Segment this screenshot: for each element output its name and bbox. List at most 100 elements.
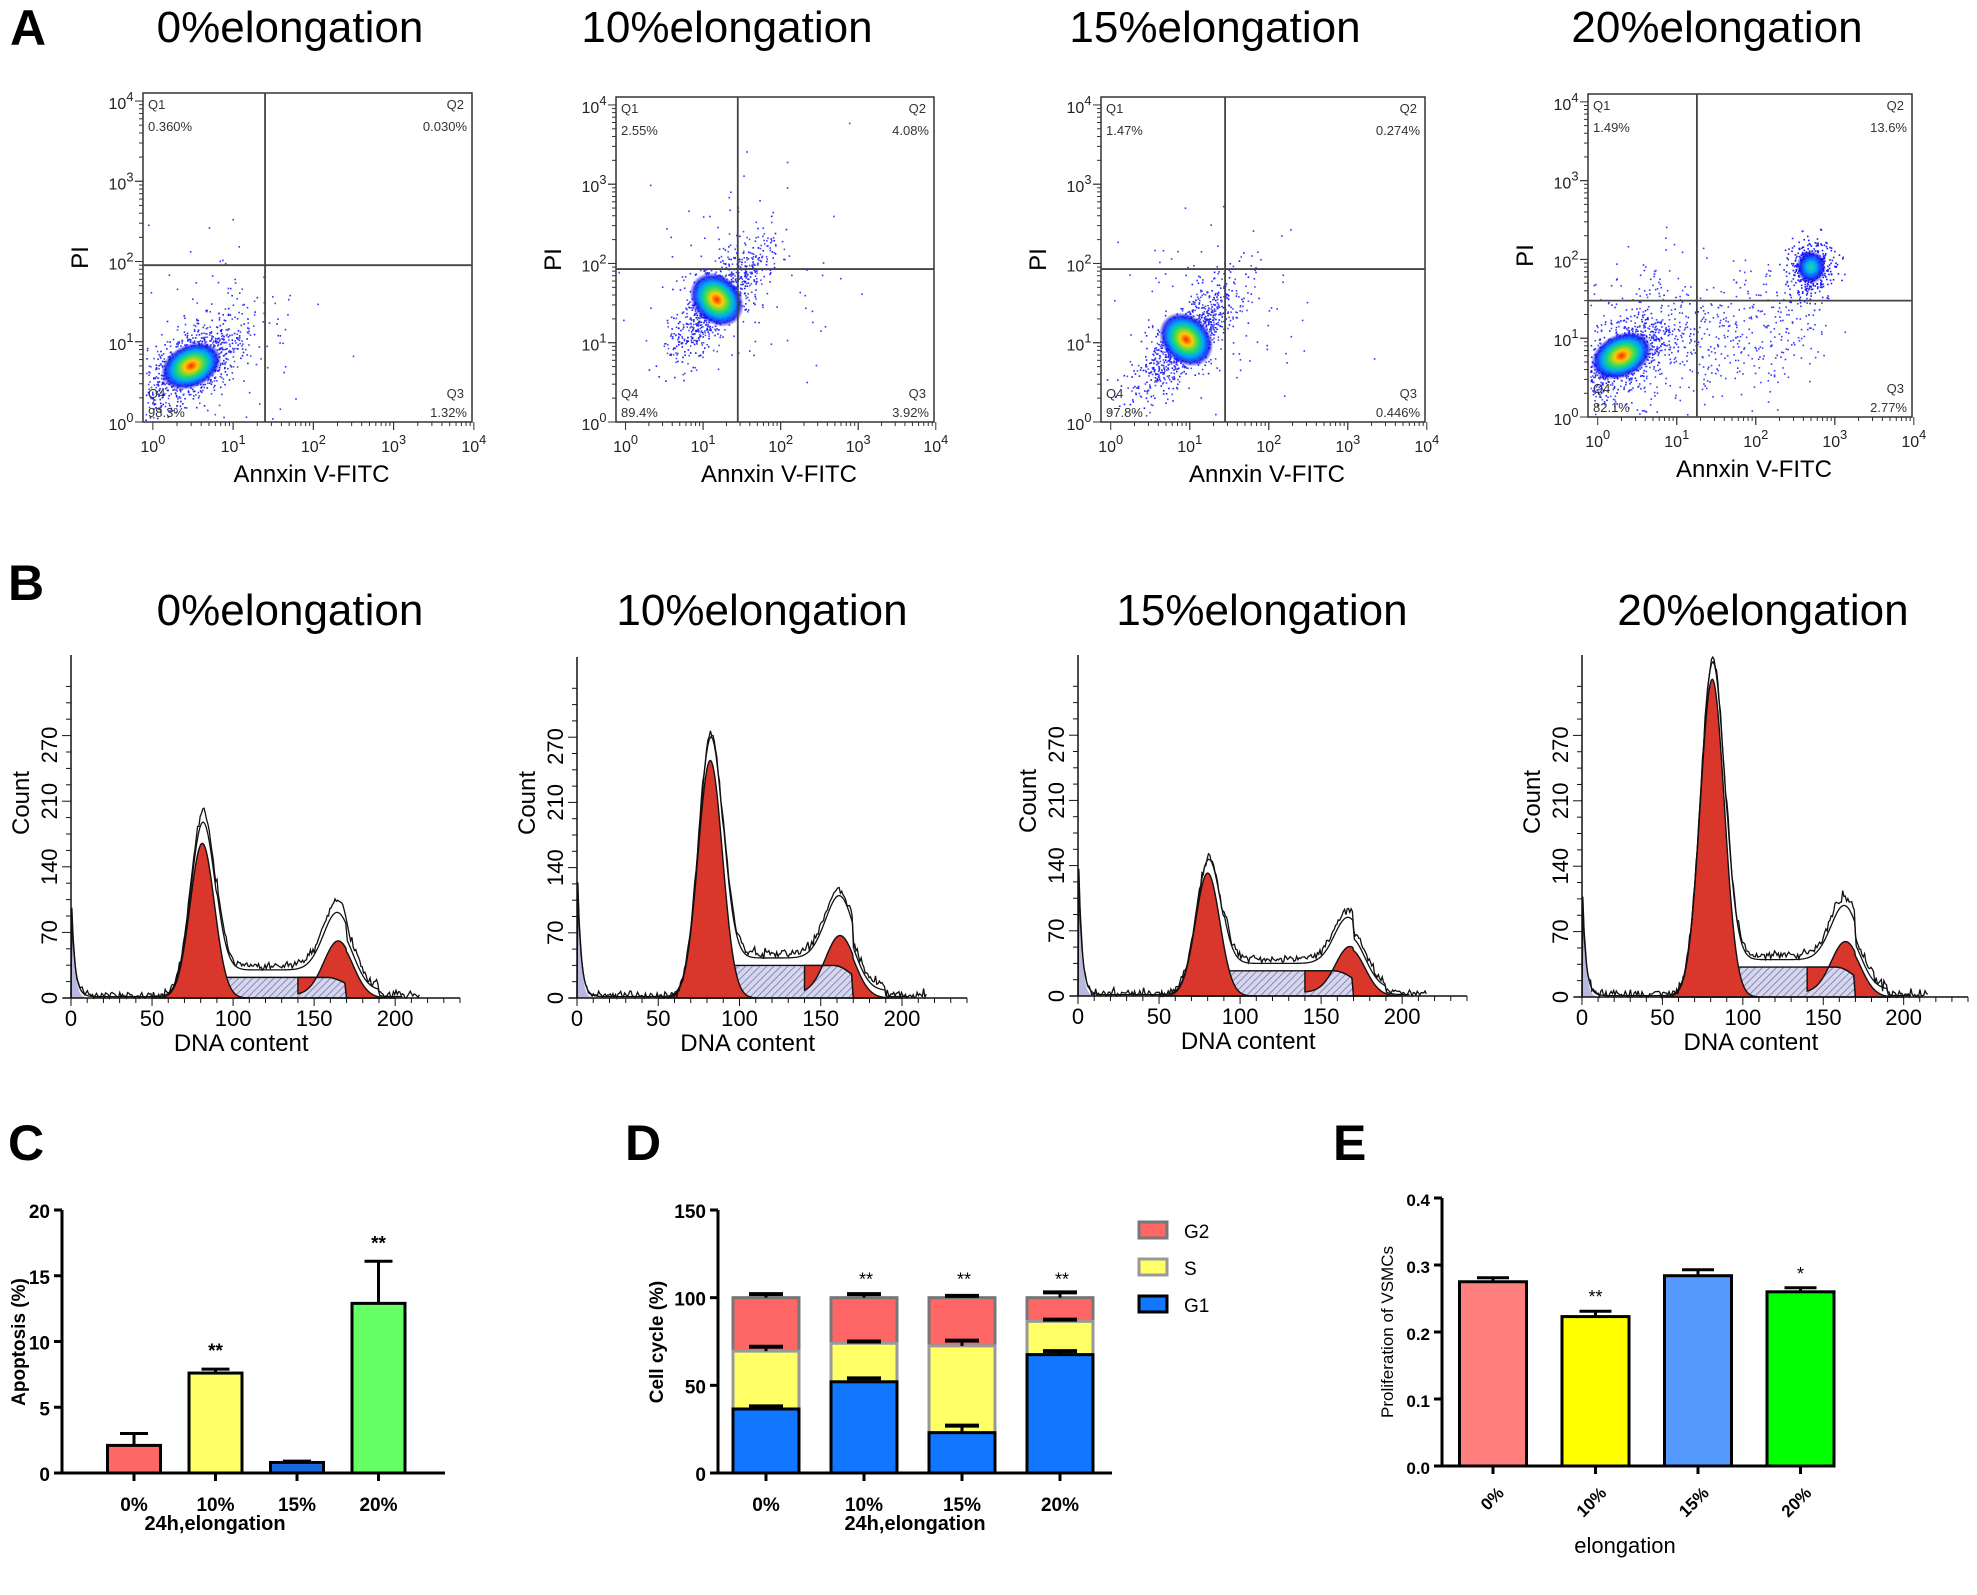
event-dot bbox=[1625, 381, 1627, 384]
event-dot bbox=[203, 338, 206, 340]
event-dot bbox=[1157, 373, 1160, 376]
event-dot bbox=[1204, 307, 1207, 310]
event-dot bbox=[147, 402, 150, 404]
event-dot bbox=[235, 337, 238, 339]
y-tick-label: 104 bbox=[109, 89, 134, 113]
event-dot bbox=[1158, 367, 1161, 369]
event-dot bbox=[1816, 287, 1819, 290]
event-dot bbox=[1647, 317, 1649, 319]
event-dot bbox=[765, 263, 768, 266]
event-dot bbox=[758, 259, 760, 262]
event-dot bbox=[666, 319, 669, 322]
event-dot bbox=[1162, 393, 1165, 395]
event-dot bbox=[1811, 288, 1814, 290]
event-dot bbox=[1759, 346, 1762, 348]
event-dot bbox=[155, 407, 157, 409]
event-dot bbox=[219, 352, 222, 354]
event-dot bbox=[692, 328, 695, 330]
event-dot bbox=[669, 335, 672, 337]
event-dot bbox=[1678, 321, 1681, 324]
event-dot bbox=[204, 383, 207, 386]
event-dot bbox=[287, 298, 290, 301]
event-dot bbox=[1207, 312, 1210, 315]
event-dot bbox=[1154, 369, 1156, 371]
event-dot bbox=[1654, 351, 1656, 354]
event-dot bbox=[695, 323, 697, 325]
event-dot bbox=[1665, 328, 1667, 330]
event-dot bbox=[1625, 309, 1628, 311]
event-dot bbox=[1767, 324, 1770, 327]
event-dot bbox=[232, 356, 235, 358]
event-dot bbox=[688, 210, 690, 213]
event-dot bbox=[1211, 309, 1214, 312]
event-dot bbox=[1245, 285, 1247, 288]
event-dot bbox=[1186, 367, 1188, 369]
event-dot bbox=[317, 303, 319, 306]
event-dot bbox=[1225, 283, 1228, 285]
event-dot bbox=[1174, 361, 1176, 364]
event-dot bbox=[1668, 340, 1671, 343]
event-dot bbox=[1162, 359, 1165, 361]
event-dot bbox=[1149, 385, 1151, 388]
event-dot bbox=[1786, 281, 1789, 284]
event-dot bbox=[232, 304, 235, 307]
event-dot bbox=[690, 341, 693, 344]
event-dot bbox=[1217, 339, 1220, 341]
event-dot bbox=[1253, 278, 1256, 280]
event-dot bbox=[1157, 362, 1160, 365]
event-dot bbox=[245, 416, 248, 419]
event-dot bbox=[1643, 322, 1646, 325]
event-dot bbox=[689, 326, 692, 329]
event-dot bbox=[289, 294, 291, 297]
event-dot bbox=[1146, 392, 1149, 395]
event-dot bbox=[1830, 249, 1833, 252]
event-dot bbox=[1836, 263, 1839, 266]
event-dot bbox=[179, 405, 182, 408]
event-dot bbox=[214, 341, 217, 343]
event-dot bbox=[1247, 322, 1250, 324]
event-dot bbox=[1654, 376, 1657, 378]
event-dot bbox=[1671, 333, 1674, 336]
event-dot bbox=[1797, 279, 1799, 282]
event-dot bbox=[219, 348, 222, 351]
event-dot bbox=[218, 348, 220, 351]
event-dot bbox=[231, 342, 234, 345]
event-dot bbox=[812, 321, 814, 324]
event-dot bbox=[747, 292, 749, 295]
event-dot bbox=[761, 256, 763, 259]
event-dot bbox=[1595, 283, 1597, 286]
event-dot bbox=[1796, 255, 1798, 258]
event-dot bbox=[241, 288, 244, 291]
event-dot bbox=[752, 247, 755, 249]
event-dot bbox=[1689, 328, 1692, 331]
event-dot bbox=[1652, 284, 1654, 287]
event-dot bbox=[1159, 360, 1162, 363]
event-dot bbox=[1652, 359, 1654, 362]
event-dot bbox=[1239, 310, 1241, 312]
event-dot bbox=[1645, 375, 1648, 378]
event-dot bbox=[225, 352, 228, 355]
event-dot bbox=[1192, 311, 1194, 313]
event-dot bbox=[1627, 245, 1630, 248]
event-dot bbox=[175, 396, 178, 398]
y-tick-label: 102 bbox=[582, 251, 607, 275]
event-dot bbox=[1167, 368, 1170, 371]
event-dot bbox=[1789, 301, 1791, 303]
event-dot bbox=[1154, 376, 1157, 379]
event-dot bbox=[159, 363, 162, 365]
density-core bbox=[160, 341, 222, 391]
event-dot bbox=[769, 273, 771, 276]
event-dot bbox=[157, 393, 160, 396]
event-dot bbox=[160, 391, 162, 394]
event-dot bbox=[1144, 369, 1147, 372]
event-dot bbox=[743, 250, 745, 253]
event-dot bbox=[148, 406, 151, 409]
event-dot bbox=[164, 387, 167, 390]
event-dot bbox=[1174, 368, 1177, 370]
event-dot bbox=[1727, 306, 1730, 308]
event-dot bbox=[1200, 316, 1203, 318]
event-dot bbox=[1764, 326, 1767, 328]
event-dot bbox=[704, 237, 706, 240]
event-dot bbox=[679, 289, 682, 291]
event-dot bbox=[213, 380, 216, 382]
